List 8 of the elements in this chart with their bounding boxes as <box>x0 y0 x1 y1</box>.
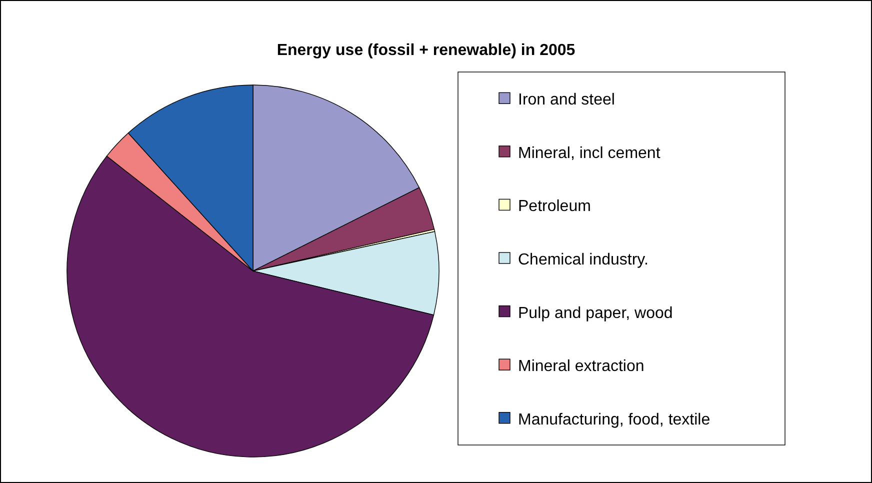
legend-label: Petroleum <box>518 198 591 216</box>
legend-label: Iron and steel <box>518 92 615 109</box>
legend-label: Chemical industry. <box>518 252 648 268</box>
legend-label: Manufacturing, food, textile <box>518 411 710 428</box>
legend-label: Pulp and paper, wood <box>518 304 673 322</box>
chart-title: Energy use (fossil + renewable) in 2005 <box>276 42 576 59</box>
legend-label: Mineral, incl cement <box>518 144 661 162</box>
legend-label: Mineral extraction <box>518 358 644 376</box>
